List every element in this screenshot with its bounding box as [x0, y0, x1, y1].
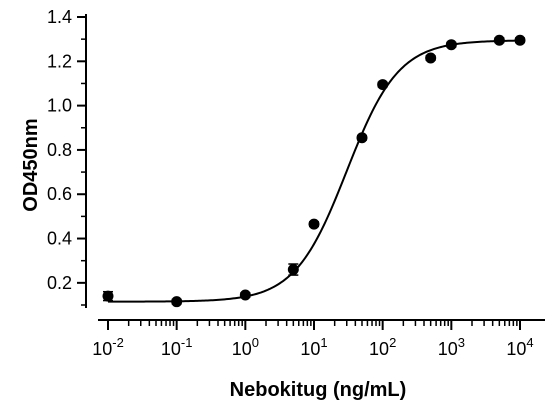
y-axis-title: OD450nm [20, 118, 42, 211]
fit-curve-layer [108, 39, 521, 303]
data-point [308, 218, 320, 230]
x-tick-label-exponent: 1 [320, 335, 327, 350]
x-tick-label-base: 10 [92, 339, 112, 359]
y-tick-label: 0.2 [47, 273, 72, 293]
data-point-group [239, 289, 251, 301]
x-tick-label-base: 10 [438, 339, 458, 359]
data-point [102, 290, 114, 302]
x-tick-label: 100 [232, 335, 259, 359]
data-point [493, 34, 505, 46]
data-point [425, 52, 437, 64]
data-point [356, 132, 368, 144]
data-point-group [425, 52, 437, 64]
data-point [287, 264, 299, 276]
x-tick-label: 102 [369, 335, 396, 359]
x-tick-label-exponent: -1 [181, 335, 193, 350]
data-point-group [171, 296, 183, 308]
data-point [514, 34, 526, 46]
x-tick-label-base: 10 [232, 339, 252, 359]
x-tick-label-exponent: 4 [526, 335, 533, 350]
x-tick-label: 104 [506, 335, 533, 359]
data-point-group [287, 263, 299, 276]
x-tick-label: 10-1 [161, 335, 193, 359]
y-tick-label: 0.6 [47, 184, 72, 204]
x-tick-label-base: 10 [161, 339, 181, 359]
data-point-group [356, 132, 368, 144]
data-point [171, 296, 183, 308]
x-tick-label-exponent: 3 [458, 335, 465, 350]
x-tick-label-exponent: 0 [252, 335, 259, 350]
x-tick-label-base: 10 [369, 339, 389, 359]
data-point-group [493, 34, 505, 46]
data-point-group [308, 218, 320, 230]
y-axis: 0.2 0.4 0.6 0.8 1.0 1.2 1.4 [47, 7, 87, 308]
data-point-group [445, 39, 457, 51]
x-tick-label-base: 10 [300, 339, 320, 359]
fit-curve [108, 39, 521, 303]
x-tick-label-exponent: 2 [389, 335, 396, 350]
data-point [445, 39, 457, 51]
y-tick-label: 1.4 [47, 7, 72, 27]
data-point [377, 79, 389, 91]
y-tick-label: 1.2 [47, 51, 72, 71]
data-point-group [377, 79, 389, 91]
x-tick-label-exponent: -2 [112, 335, 124, 350]
y-tick-label: 1.0 [47, 96, 72, 116]
data-point-group [514, 34, 526, 46]
x-tick-label: 101 [300, 335, 327, 359]
y-tick-label: 0.8 [47, 140, 72, 160]
x-tick-label: 103 [438, 335, 465, 359]
y-tick-label: 0.4 [47, 229, 72, 249]
data-points-layer [102, 34, 526, 308]
x-axis-title: Nebokitug (ng/mL) [230, 379, 407, 401]
data-point-group [102, 290, 114, 302]
data-point [239, 289, 251, 301]
x-axis: 10-2 10-1 100 101 102 103 104 [92, 319, 545, 359]
x-tick-label: 10-2 [92, 335, 124, 359]
x-tick-label-base: 10 [506, 339, 526, 359]
